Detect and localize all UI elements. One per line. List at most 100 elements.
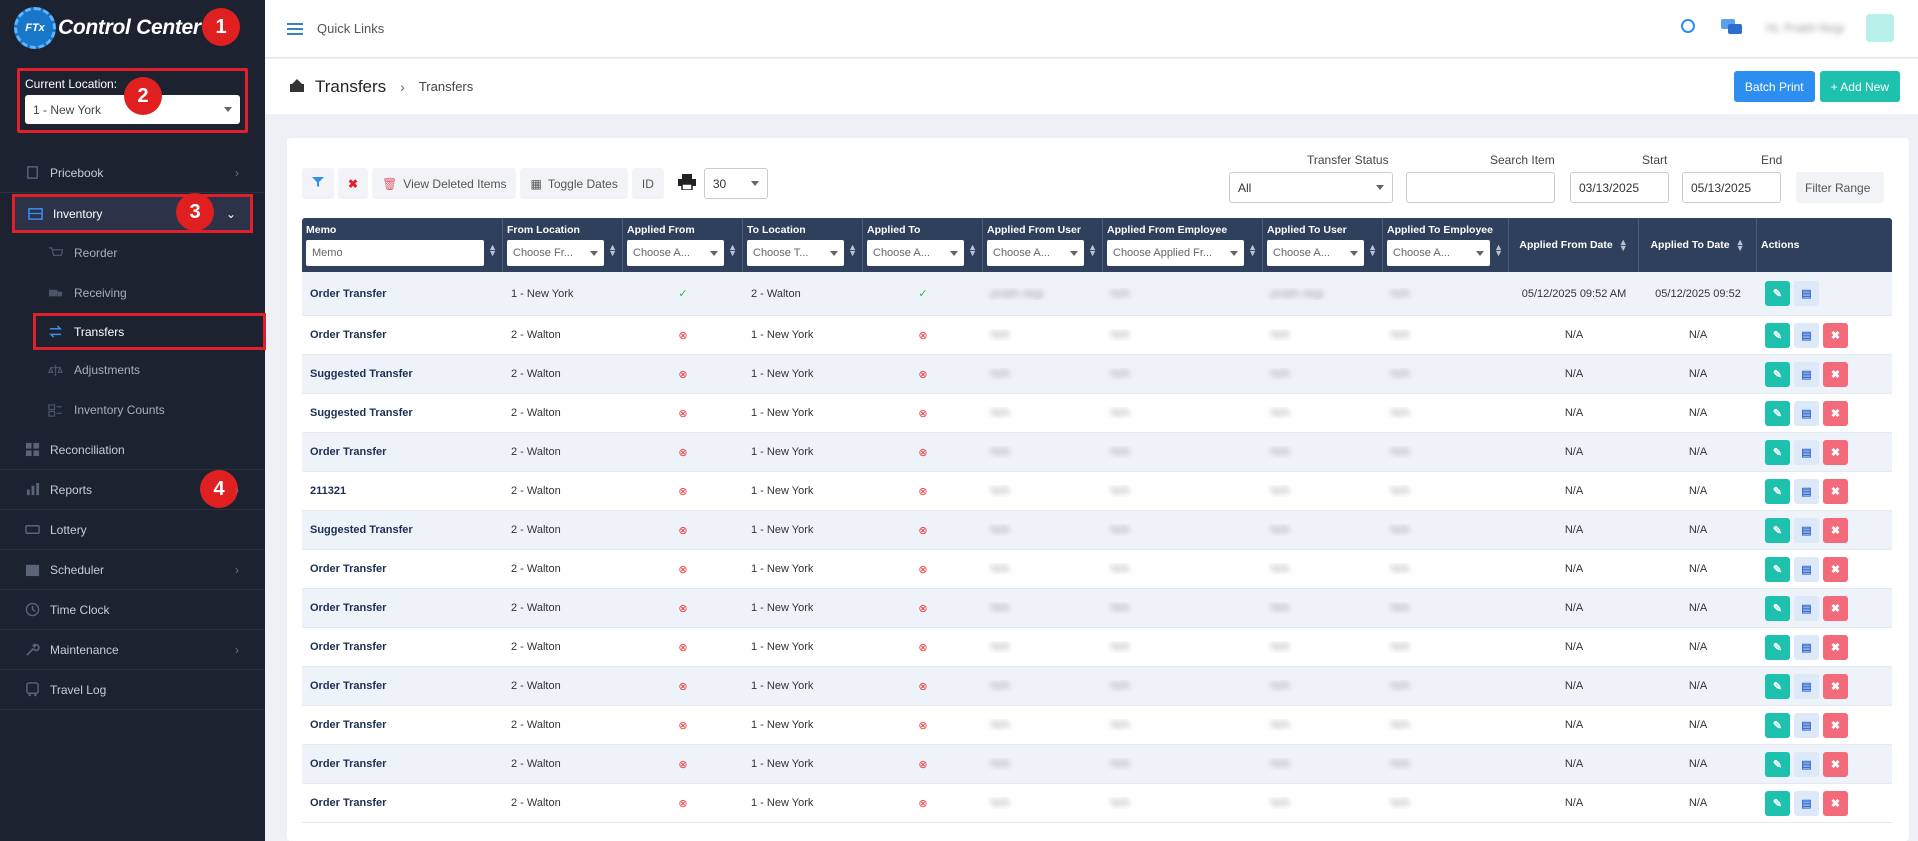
- table-row[interactable]: Suggested Transfer 2 - Walton ⊗ 1 - New Yor…: [302, 511, 1892, 550]
- table-row[interactable]: Order Transfer 2 - Walton ⊗ 1 - New York ⊗ N/…: [302, 589, 1892, 628]
- delete-button[interactable]: ✖: [1823, 439, 1848, 465]
- delete-button[interactable]: ✖: [1823, 556, 1848, 582]
- sort-icon[interactable]: ▲ ▼: [1735, 237, 1745, 253]
- view-document-button[interactable]: ▤: [1794, 751, 1819, 777]
- edit-button[interactable]: ✎: [1765, 751, 1790, 777]
- hamburger-menu-icon[interactable]: [287, 22, 303, 35]
- page-size-select[interactable]: 30: [703, 168, 768, 199]
- view-document-button[interactable]: ▤: [1794, 790, 1819, 816]
- sort-icon[interactable]: ▲ ▼: [608, 242, 617, 258]
- col-applied-to-user[interactable]: Applied To User Choose A... ▲ ▼: [1263, 218, 1383, 272]
- view-document-button[interactable]: ▤: [1794, 712, 1819, 738]
- table-row[interactable]: Order Transfer 2 - Walton ⊗ 1 - New York ⊗ N/…: [302, 550, 1892, 589]
- table-row[interactable]: Suggested Transfer 2 - Walton ⊗ 1 - New Yor…: [302, 355, 1892, 394]
- table-row[interactable]: Order Transfer 2 - Walton ⊗ 1 - New York ⊗ N/…: [302, 706, 1892, 745]
- col-applied-to-employee[interactable]: Applied To Employee Choose A... ▲ ▼: [1383, 218, 1509, 272]
- avatar[interactable]: [1866, 14, 1894, 42]
- sidebar-item-receiving[interactable]: Receiving: [0, 273, 265, 313]
- delete-button[interactable]: ✖: [1823, 400, 1848, 426]
- table-row[interactable]: Order Transfer 2 - Walton ⊗ 1 - New York ⊗ N/…: [302, 784, 1892, 823]
- transfer-status-select[interactable]: All: [1229, 172, 1393, 203]
- sort-icon[interactable]: ▲ ▼: [1368, 242, 1377, 258]
- col-applied-to-date[interactable]: Applied To Date ▲ ▼: [1639, 218, 1757, 272]
- view-document-button[interactable]: ▤: [1794, 634, 1819, 660]
- sort-icon[interactable]: ▲ ▼: [1088, 242, 1097, 258]
- add-new-button[interactable]: + Add New: [1819, 71, 1900, 102]
- table-row[interactable]: Order Transfer 2 - Walton ⊗ 1 - New York ⊗ N/…: [302, 628, 1892, 667]
- edit-button[interactable]: ✎: [1765, 790, 1790, 816]
- filter-range-button[interactable]: Filter Range: [1796, 172, 1884, 203]
- sidebar-item-reconciliation[interactable]: Reconciliation: [0, 430, 265, 470]
- quick-links[interactable]: Quick Links: [317, 21, 385, 36]
- edit-button[interactable]: ✎: [1765, 595, 1790, 621]
- edit-button[interactable]: ✎: [1765, 673, 1790, 699]
- delete-button[interactable]: ✖: [1823, 361, 1848, 387]
- col-applied-to[interactable]: Applied To Choose A... ▲ ▼: [863, 218, 983, 272]
- edit-button[interactable]: ✎: [1765, 712, 1790, 738]
- edit-button[interactable]: ✎: [1765, 634, 1790, 660]
- sidebar-item-pricebook[interactable]: Pricebook ›: [0, 153, 265, 193]
- applied-from-filter[interactable]: Choose A...: [627, 240, 724, 266]
- delete-button[interactable]: ✖: [1823, 712, 1848, 738]
- edit-button[interactable]: ✎: [1765, 322, 1790, 348]
- filter-button[interactable]: [302, 168, 334, 199]
- applied-from-employee-filter[interactable]: Choose Applied Fr...: [1107, 240, 1244, 266]
- edit-button[interactable]: ✎: [1765, 478, 1790, 504]
- id-button[interactable]: ID: [631, 168, 664, 199]
- delete-button[interactable]: ✖: [1823, 751, 1848, 777]
- applied-to-filter[interactable]: Choose A...: [867, 240, 964, 266]
- delete-button[interactable]: ✖: [1823, 322, 1848, 348]
- col-applied-from[interactable]: Applied From Choose A... ▲ ▼: [623, 218, 743, 272]
- print-icon[interactable]: [677, 174, 696, 193]
- memo-filter-input[interactable]: Memo: [306, 240, 484, 266]
- col-from-location[interactable]: From Location Choose Fr... ▲ ▼: [503, 218, 623, 272]
- view-deleted-button[interactable]: 🗑 View Deleted Items: [372, 168, 517, 199]
- delete-button[interactable]: ✖: [1823, 673, 1848, 699]
- view-document-button[interactable]: ▤: [1794, 517, 1819, 543]
- sort-icon[interactable]: ▲ ▼: [1494, 242, 1503, 258]
- sort-icon[interactable]: ▲ ▼: [1248, 242, 1257, 258]
- breadcrumb[interactable]: Transfers: [418, 79, 474, 94]
- sort-icon[interactable]: ▲ ▼: [488, 242, 497, 258]
- table-row[interactable]: Order Transfer 2 - Walton ⊗ 1 - New York ⊗ N/…: [302, 667, 1892, 706]
- table-row[interactable]: Order Transfer 1 - New York ✓ 2 - Walton ✓ pr…: [302, 272, 1892, 316]
- col-applied-from-date[interactable]: Applied From Date ▲ ▼: [1509, 218, 1639, 272]
- view-document-button[interactable]: ▤: [1794, 556, 1819, 582]
- sidebar-item-adjustments[interactable]: Adjustments: [0, 350, 265, 390]
- sidebar-item-reorder[interactable]: Reorder: [0, 233, 265, 273]
- sidebar-item-travel-log[interactable]: Travel Log: [0, 670, 265, 710]
- start-date-input[interactable]: 03/13/2025: [1570, 172, 1669, 203]
- sort-icon[interactable]: ▲ ▼: [1618, 237, 1628, 253]
- search-item-input[interactable]: [1406, 172, 1555, 203]
- table-row[interactable]: Suggested Transfer 2 - Walton ⊗ 1 - New Yor…: [302, 394, 1892, 433]
- col-memo[interactable]: Memo Memo ▲ ▼: [302, 218, 503, 272]
- view-document-button[interactable]: ▤: [1794, 322, 1819, 348]
- view-document-button[interactable]: ▤: [1794, 478, 1819, 504]
- table-row[interactable]: 211321 2 - Walton ⊗ 1 - New York ⊗ N/A N/A N/A N…: [302, 472, 1892, 511]
- view-document-button[interactable]: ▤: [1794, 673, 1819, 699]
- edit-button[interactable]: ✎: [1765, 281, 1790, 306]
- toggle-dates-button[interactable]: ▦ Toggle Dates: [520, 168, 628, 199]
- sidebar-item-lottery[interactable]: Lottery: [0, 510, 265, 550]
- edit-button[interactable]: ✎: [1765, 556, 1790, 582]
- chat-icon[interactable]: [1720, 17, 1744, 40]
- sort-icon[interactable]: ▲ ▼: [848, 242, 857, 258]
- col-to-location[interactable]: To Location Choose T... ▲ ▼: [743, 218, 863, 272]
- batch-print-button[interactable]: Batch Print: [1733, 71, 1815, 102]
- sidebar-item-time-clock[interactable]: Time Clock: [0, 590, 265, 630]
- from-location-filter[interactable]: Choose Fr...: [507, 240, 604, 266]
- sidebar-item-inventory[interactable]: Inventory ⌄: [12, 194, 253, 233]
- user-name[interactable]: Hi, Prabh Negi: [1765, 21, 1844, 35]
- view-document-button[interactable]: ▤: [1794, 400, 1819, 426]
- col-applied-from-employee[interactable]: Applied From Employee Choose Applied Fr.…: [1103, 218, 1263, 272]
- brand[interactable]: FTx Control Center: [0, 0, 265, 56]
- delete-button[interactable]: ✖: [1823, 790, 1848, 816]
- delete-button[interactable]: ✖: [1823, 478, 1848, 504]
- col-applied-from-user[interactable]: Applied From User Choose A... ▲ ▼: [983, 218, 1103, 272]
- sidebar-item-maintenance[interactable]: Maintenance ›: [0, 630, 265, 670]
- edit-button[interactable]: ✎: [1765, 517, 1790, 543]
- sidebar-item-transfers[interactable]: Transfers: [33, 313, 266, 350]
- sidebar-item-reports[interactable]: Reports ›: [0, 470, 265, 510]
- applied-from-user-filter[interactable]: Choose A...: [987, 240, 1084, 266]
- delete-button[interactable]: ✖: [1823, 634, 1848, 660]
